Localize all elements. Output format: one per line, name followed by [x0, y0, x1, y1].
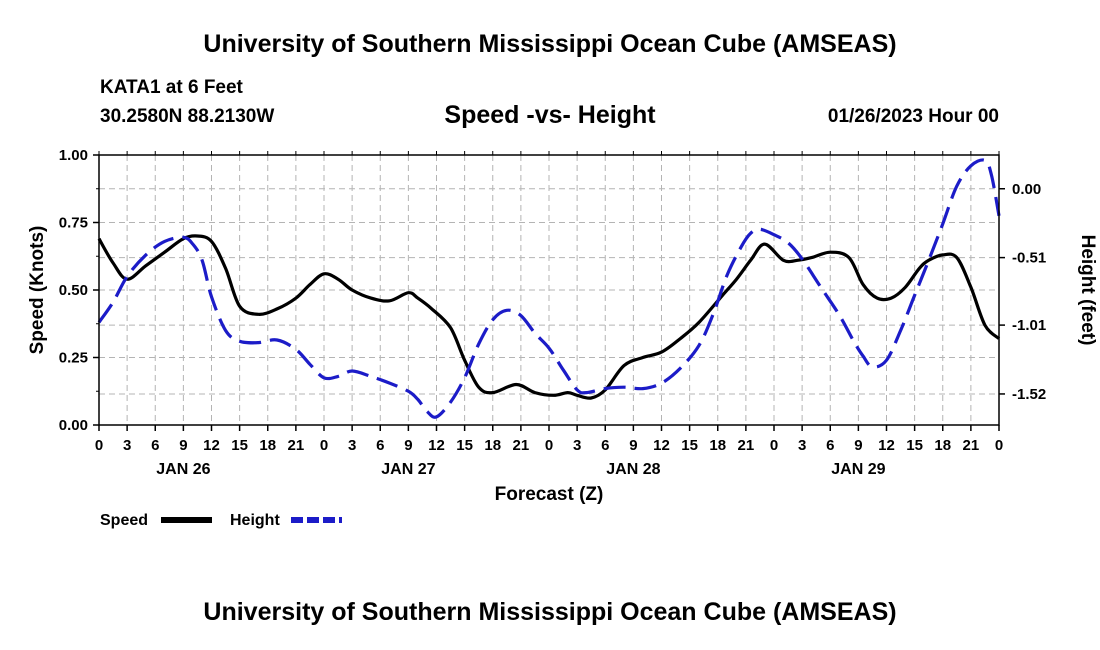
- x-tick-label: 6: [601, 437, 609, 454]
- x-tick-label: 3: [573, 437, 581, 454]
- x-tick-label: 9: [404, 437, 412, 454]
- station-label: KATA1 at 6 Feet: [100, 77, 243, 98]
- x-tick-label: 15: [231, 437, 248, 454]
- x-tick-label: 18: [259, 437, 276, 454]
- x-tick-label: 6: [151, 437, 159, 454]
- x-tick-label: 0: [320, 437, 328, 454]
- series-line-height: [97, 158, 1001, 419]
- y-right-tick-label: 0.00: [1012, 181, 1041, 198]
- y-left-tick-label: 0.75: [59, 215, 88, 232]
- x-tick-label: 21: [963, 437, 980, 454]
- x-tick-label: 18: [484, 437, 501, 454]
- x-tick-label: 6: [376, 437, 384, 454]
- x-tick-label: 3: [123, 437, 131, 454]
- y-axis-left-label: Speed (Knots): [27, 226, 48, 355]
- y-left-tick-label: 0.00: [59, 417, 88, 434]
- x-tick-label: 18: [934, 437, 951, 454]
- x-tick-label: 9: [629, 437, 637, 454]
- x-tick-label: 6: [826, 437, 834, 454]
- x-tick-label: 15: [456, 437, 473, 454]
- x-tick-label: 18: [709, 437, 726, 454]
- axes: 0 3 6 9 12 15 18 21 0 3 6 9 12 15 18 21 0 3 6 9 12 15 18 21 0 3 6 9…: [59, 147, 1046, 478]
- x-tick-label: 12: [878, 437, 895, 454]
- chart-title: University of Southern Mississippi Ocean…: [203, 30, 897, 58]
- legend-label-speed: Speed: [100, 512, 148, 529]
- y-left-tick-label: 0.25: [59, 350, 88, 367]
- y-left-tick-label: 1.00: [59, 147, 88, 164]
- x-tick-label: 15: [906, 437, 923, 454]
- x-tick-label: 21: [513, 437, 530, 454]
- forecast-datestamp: 01/26/2023 Hour 00: [827, 106, 999, 127]
- x-tick-label: 9: [179, 437, 187, 454]
- grid-lines: [99, 155, 999, 425]
- legend: Speed Height: [100, 512, 342, 529]
- x-tick-label: 0: [545, 437, 553, 454]
- y-left-tick-label: 0.50: [59, 282, 88, 299]
- chart-subtitle: Speed -vs- Height: [444, 101, 656, 129]
- date-label: JAN 28: [606, 461, 660, 478]
- x-tick-label: 21: [288, 437, 305, 454]
- x-tick-label: 15: [681, 437, 698, 454]
- coordinates-label: 30.2580N 88.2130W: [100, 106, 275, 127]
- date-label: JAN 29: [831, 461, 885, 478]
- x-tick-label: 9: [854, 437, 862, 454]
- chart-title-repeat: University of Southern Mississippi Ocean…: [203, 598, 897, 626]
- x-tick-label: 12: [653, 437, 670, 454]
- date-label: JAN 26: [156, 461, 210, 478]
- series-line-speed: [97, 234, 1001, 400]
- date-label: JAN 27: [381, 461, 435, 478]
- x-tick-label: 0: [770, 437, 778, 454]
- x-tick-label: 3: [348, 437, 356, 454]
- x-tick-label: 0: [995, 437, 1003, 454]
- x-axis-label: Forecast (Z): [495, 484, 604, 505]
- x-tick-label: 3: [798, 437, 806, 454]
- y-right-tick-label: -1.01: [1012, 317, 1046, 334]
- legend-label-height: Height: [230, 512, 280, 529]
- y-right-tick-label: -1.52: [1012, 386, 1046, 403]
- x-tick-label: 0: [95, 437, 103, 454]
- series-lines: [97, 158, 1001, 419]
- x-tick-label: 21: [738, 437, 755, 454]
- x-tick-label: 12: [428, 437, 445, 454]
- x-tick-label: 12: [203, 437, 220, 454]
- y-axis-right-label: Height (feet): [1077, 235, 1098, 346]
- y-right-tick-label: -0.51: [1012, 250, 1046, 267]
